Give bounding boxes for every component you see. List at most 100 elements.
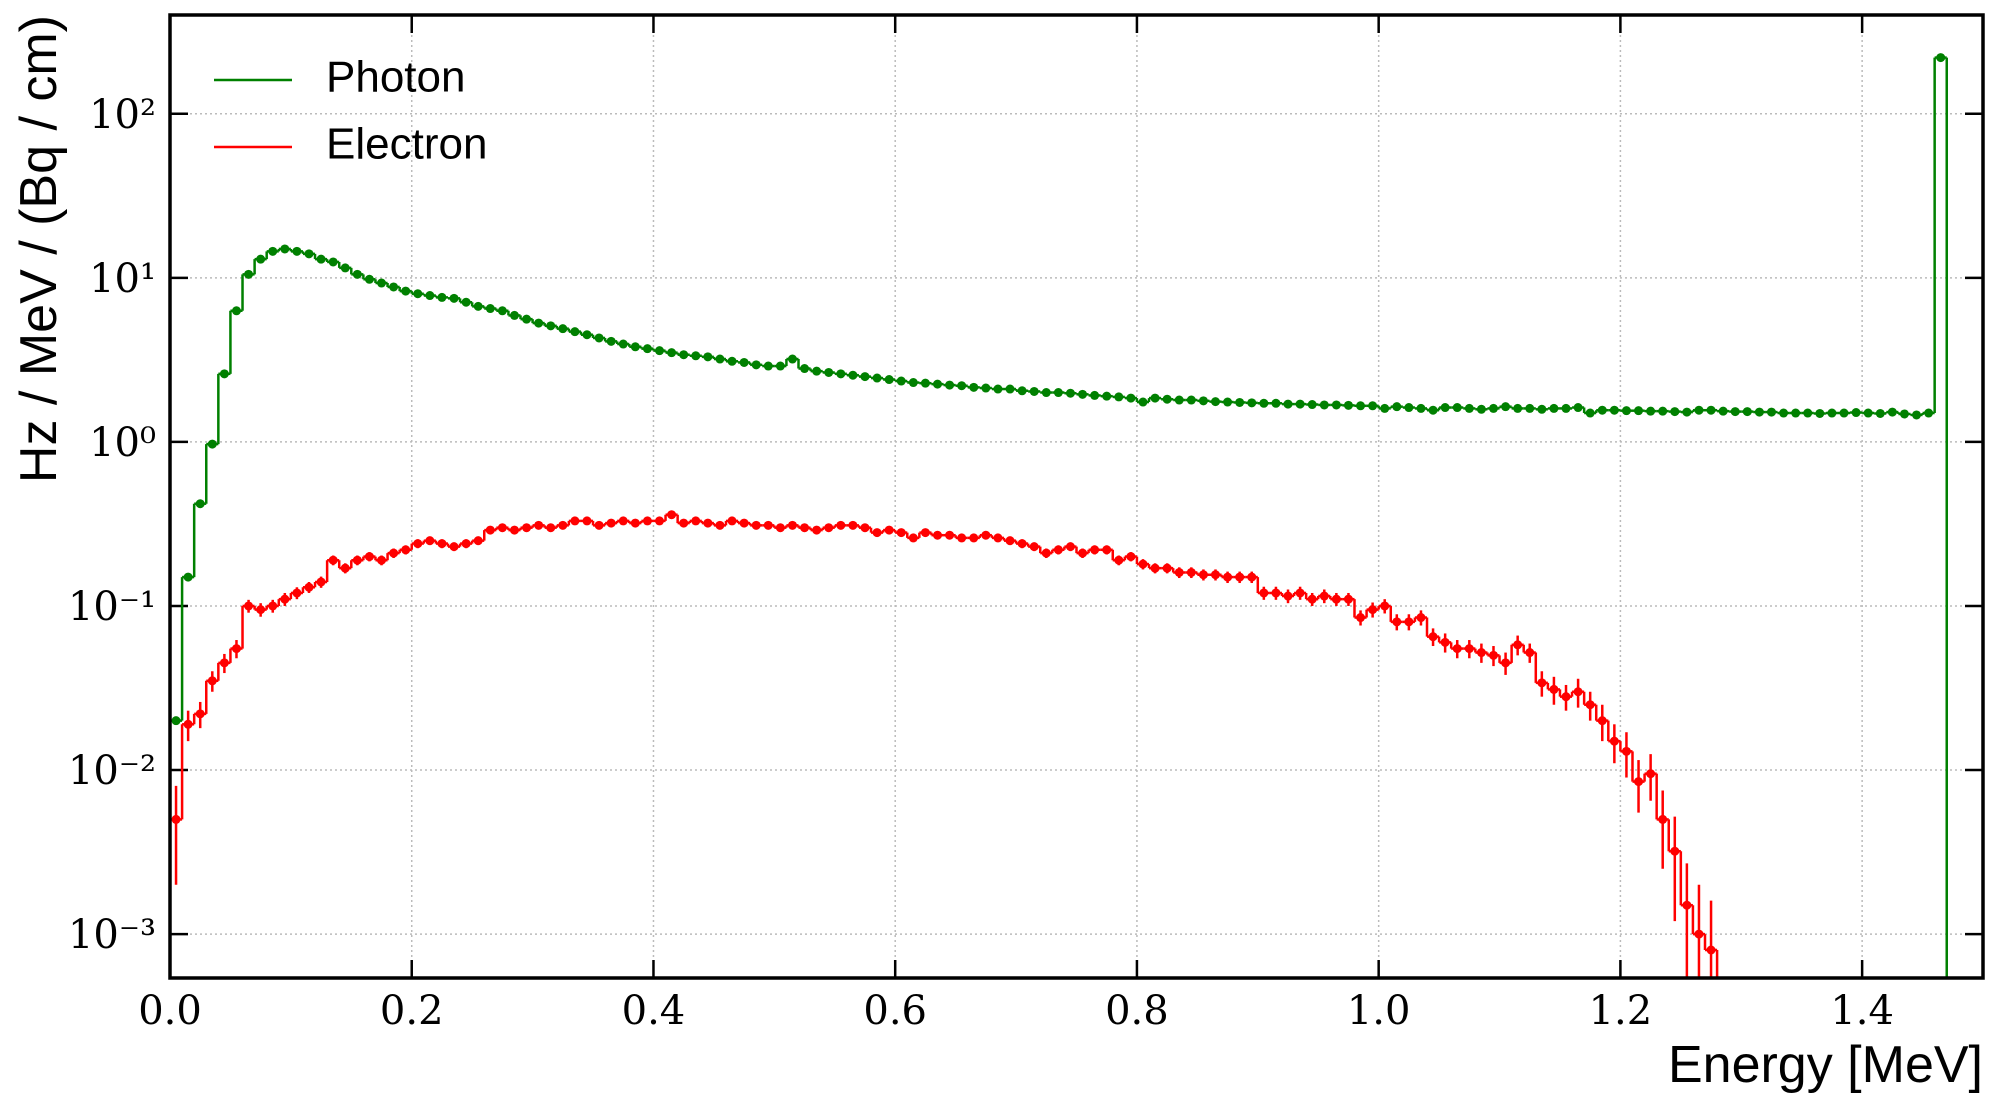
marker: [1126, 552, 1136, 562]
marker: [546, 523, 556, 533]
marker: [1295, 399, 1305, 409]
marker: [848, 370, 858, 380]
marker: [509, 310, 519, 320]
y-tick-label: 10⁰: [89, 420, 156, 466]
x-tick-label: 0.8: [1105, 988, 1169, 1034]
marker: [377, 278, 387, 288]
marker: [1537, 678, 1547, 688]
marker: [1525, 648, 1535, 658]
marker: [715, 354, 725, 364]
marker: [1924, 408, 1934, 418]
marker: [812, 366, 822, 376]
marker: [1634, 777, 1644, 787]
marker: [908, 533, 918, 543]
marker: [256, 605, 266, 615]
marker: [485, 525, 495, 535]
marker: [183, 572, 193, 582]
marker: [280, 244, 290, 254]
marker: [1791, 408, 1801, 418]
marker: [558, 324, 568, 334]
marker: [1174, 567, 1184, 577]
x-tick-label: 1.2: [1589, 988, 1653, 1034]
marker: [1053, 388, 1063, 398]
marker: [292, 588, 302, 598]
marker: [703, 518, 713, 528]
marker: [667, 348, 677, 358]
marker: [1803, 408, 1813, 418]
marker: [1464, 644, 1474, 654]
marker: [1549, 403, 1559, 413]
marker: [534, 520, 544, 530]
marker: [1827, 408, 1837, 418]
marker: [183, 719, 193, 729]
marker: [413, 289, 423, 299]
marker: [328, 257, 338, 267]
x-axis-label: Energy [MeV]: [1668, 1036, 1983, 1094]
marker: [1005, 536, 1015, 546]
marker: [1682, 407, 1692, 417]
marker: [667, 510, 677, 520]
marker: [316, 577, 326, 587]
marker: [1670, 846, 1680, 856]
marker: [618, 516, 628, 526]
marker: [655, 346, 665, 356]
marker: [1259, 588, 1269, 598]
marker: [1198, 396, 1208, 406]
marker: [1126, 393, 1136, 403]
marker: [763, 361, 773, 371]
marker: [389, 282, 399, 292]
marker: [1561, 403, 1571, 413]
marker: [884, 375, 894, 385]
marker: [969, 382, 979, 392]
marker: [473, 536, 483, 546]
marker: [594, 520, 604, 530]
marker: [534, 318, 544, 328]
y-tick-label: 10⁻³: [68, 912, 156, 958]
marker: [304, 249, 314, 259]
marker: [606, 336, 616, 346]
marker: [1887, 407, 1897, 417]
marker: [981, 383, 991, 393]
marker: [896, 528, 906, 538]
marker: [1573, 403, 1583, 413]
marker: [1223, 572, 1233, 582]
marker: [920, 378, 930, 388]
marker: [1742, 407, 1752, 417]
marker: [848, 520, 858, 530]
marker: [413, 539, 423, 549]
marker: [1150, 393, 1160, 403]
legend-label: Electron: [326, 120, 487, 169]
marker: [691, 516, 701, 526]
marker: [1065, 542, 1075, 552]
x-tick-label: 0.6: [863, 988, 927, 1034]
marker: [630, 342, 640, 352]
marker: [1513, 403, 1523, 413]
y-tick-label: 10⁻¹: [68, 584, 156, 630]
marker: [884, 525, 894, 535]
marker: [1041, 388, 1051, 398]
y-axis-label: Hz / MeV / (Bq / cm): [10, 15, 68, 483]
marker: [171, 814, 181, 824]
marker: [461, 297, 471, 307]
marker: [642, 516, 652, 526]
marker: [1766, 407, 1776, 417]
marker: [1319, 591, 1329, 601]
marker: [1283, 591, 1293, 601]
marker: [509, 525, 519, 535]
marker: [1368, 605, 1378, 615]
marker: [679, 518, 689, 528]
marker: [872, 373, 882, 383]
marker: [364, 552, 374, 562]
marker: [1102, 391, 1112, 401]
y-tick-label: 10¹: [89, 256, 156, 302]
marker: [836, 369, 846, 379]
marker: [1102, 545, 1112, 555]
marker: [582, 330, 592, 340]
marker: [340, 263, 350, 273]
marker: [1331, 400, 1341, 410]
marker: [522, 314, 532, 324]
marker: [957, 381, 967, 391]
marker: [606, 518, 616, 528]
